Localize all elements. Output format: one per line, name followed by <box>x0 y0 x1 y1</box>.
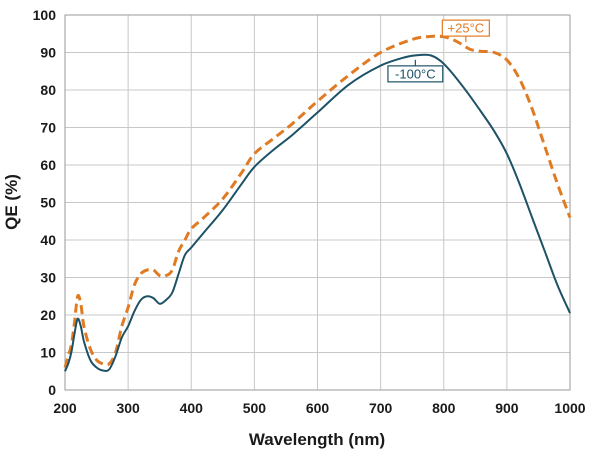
y-tick-label: 60 <box>40 157 56 173</box>
x-tick-label: 900 <box>495 400 519 416</box>
annotation-box <box>441 19 490 37</box>
y-tick-label: 20 <box>40 307 56 323</box>
grid-lines <box>64 14 571 391</box>
y-tick-labels: 0 10 20 30 40 50 60 70 80 90 100 <box>33 7 57 398</box>
x-axis-label: Wavelength (nm) <box>249 430 385 449</box>
x-tick-label: 400 <box>180 400 204 416</box>
y-axis-label: QE (%) <box>2 174 21 230</box>
annotation-minus100c: -100°C <box>387 59 444 83</box>
annotation-plus25c: +25°C <box>441 19 490 43</box>
y-tick-label: 40 <box>40 232 56 248</box>
x-tick-labels: 200 300 400 500 600 700 800 900 1000 <box>53 400 585 416</box>
series-lines <box>63 34 572 372</box>
y-tick-label: 0 <box>48 382 56 398</box>
x-tick-label: 600 <box>306 400 330 416</box>
y-tick-label: 90 <box>40 45 56 61</box>
y-tick-label: 10 <box>40 345 56 361</box>
x-tick-label: 700 <box>369 400 393 416</box>
x-tick-label: 500 <box>243 400 267 416</box>
plot-frame <box>64 14 571 391</box>
y-tick-label: 70 <box>40 120 56 136</box>
y-tick-label: 100 <box>33 7 57 23</box>
y-tick-label: 50 <box>40 195 56 211</box>
x-tick-label: 800 <box>432 400 456 416</box>
x-tick-label: 1000 <box>554 400 585 416</box>
annotation-label: +25°C <box>448 21 485 36</box>
x-tick-label: 300 <box>116 400 140 416</box>
y-tick-label: 30 <box>40 270 56 286</box>
annotation-box <box>387 65 444 83</box>
x-tick-label: 200 <box>53 400 77 416</box>
series-annotations: +25°C -100°C <box>387 19 490 83</box>
y-tick-label: 80 <box>40 82 56 98</box>
series-line-minus100c <box>64 53 571 372</box>
annotation-label: -100°C <box>395 66 436 81</box>
